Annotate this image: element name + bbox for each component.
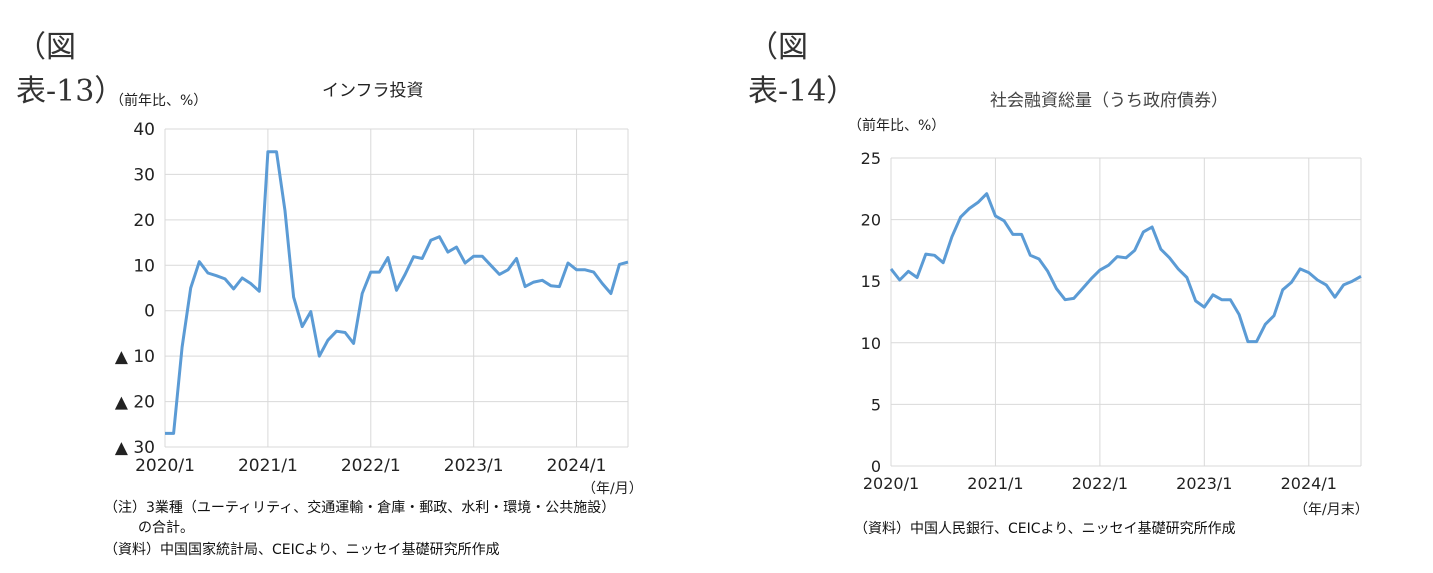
y-tick-label: 5 — [871, 395, 881, 414]
source-note: （資料）中国人民銀行、CEICより、ニッセイ基礎研究所作成 — [854, 521, 1236, 537]
y-tick-label: 25 — [861, 149, 881, 168]
x-tick-label: 2020/1 — [135, 456, 195, 476]
note-line-2: の合計。 — [138, 520, 194, 536]
social-financing-government-bonds-chart: 0 5 10 15 20 25 2020/1 2021/1 2022/1 2023/1 2024/1 — [861, 149, 1362, 493]
note-line-1: （注）3業種（ユーティリティ、交通運輸・倉庫・郵政、水利・環境・公共施設） — [104, 500, 616, 516]
x-tick-label: 2022/1 — [1072, 474, 1128, 493]
y-tick-label: ▲ 20 — [115, 393, 155, 413]
y-tick-label: 20 — [861, 211, 881, 230]
y-tick-label: 10 — [133, 256, 155, 276]
figure-label: （図表-14） — [748, 30, 857, 109]
y-tick-label: 10 — [861, 334, 881, 353]
y-tick-label: ▲ 10 — [115, 347, 155, 367]
x-axis-unit: （年/月末） — [1294, 502, 1369, 518]
x-tick-label: 2023/1 — [444, 456, 504, 476]
x-tick-label: 2023/1 — [1176, 474, 1232, 493]
y-tick-label: ▲ 30 — [115, 438, 155, 458]
series-line — [165, 150, 629, 435]
y-tick-label: 20 — [133, 211, 155, 231]
y-axis-unit: （前年比、%） — [110, 93, 208, 109]
x-tick-label: 2021/1 — [238, 456, 298, 476]
x-tick-label: 2021/1 — [967, 474, 1023, 493]
source-note: （資料）中国国家統計局、CEICより、ニッセイ基礎研究所作成 — [104, 542, 500, 558]
x-axis-unit: （年/月） — [582, 481, 643, 497]
x-tick-label: 2024/1 — [547, 456, 607, 476]
series-line — [889, 192, 1362, 344]
y-tick-label: 15 — [861, 272, 881, 291]
y-tick-label: 30 — [133, 165, 155, 185]
figure-label: （図表-13） — [16, 30, 125, 109]
x-tick-label: 2020/1 — [863, 474, 919, 493]
y-axis-unit: （前年比、%） — [848, 118, 946, 134]
chart-title: 社会融資総量（うち政府債券） — [990, 91, 1228, 111]
chart-title: インフラ投資 — [322, 81, 424, 101]
y-tick-label: 0 — [871, 457, 881, 476]
x-tick-label: 2022/1 — [341, 456, 401, 476]
y-tick-label: 40 — [133, 120, 155, 140]
y-tick-label: 0 — [144, 302, 155, 322]
x-tick-label: 2024/1 — [1281, 474, 1337, 493]
